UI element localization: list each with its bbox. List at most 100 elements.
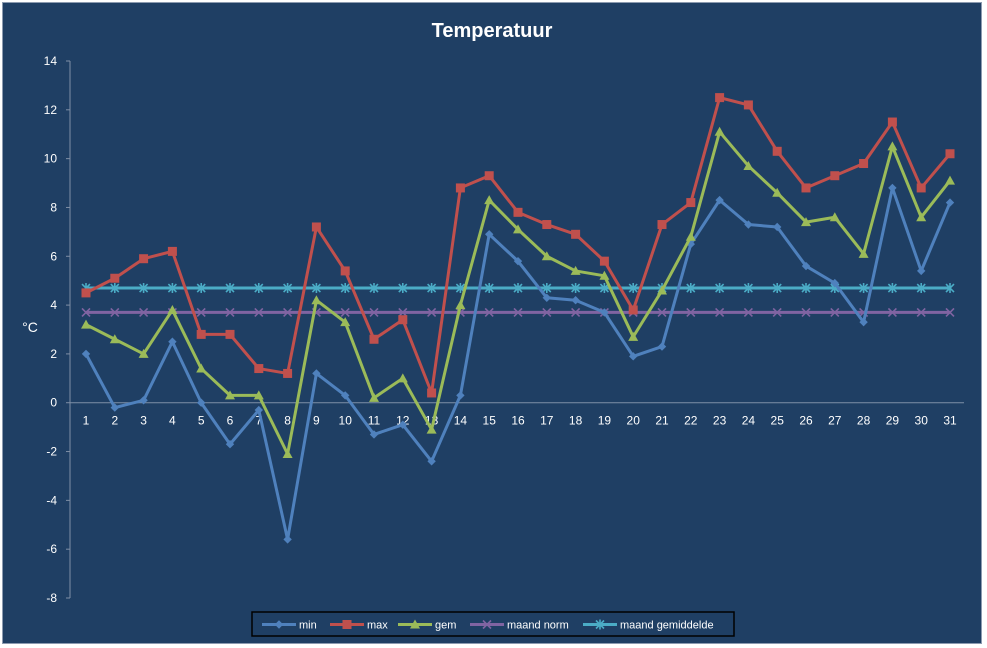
series-maand-gemiddelde — [81, 283, 955, 294]
data-point-gem — [109, 334, 120, 344]
data-point-gem — [81, 319, 91, 329]
data-point-min — [341, 391, 350, 400]
data-point-gem — [369, 392, 379, 402]
x-tick-label: 4 — [169, 414, 176, 428]
data-point-gem — [397, 373, 408, 383]
legend-marker-gem — [410, 619, 420, 629]
data-point-min — [888, 183, 897, 193]
legend: min max gem maand norm maand gemiddelde — [251, 611, 735, 637]
data-point-maand-gemiddelde — [167, 283, 177, 294]
data-point-min — [945, 198, 955, 207]
data-point-maand-norm — [398, 307, 408, 317]
data-point-max — [859, 159, 869, 169]
data-point-maand-gemiddelde — [945, 283, 955, 294]
data-point-max — [772, 146, 782, 156]
data-point-maand-gemiddelde — [254, 283, 264, 294]
data-point-max — [139, 254, 149, 264]
data-point-gem — [829, 212, 840, 222]
x-tick-label: 6 — [227, 414, 234, 428]
y-axis-title: °C — [22, 319, 38, 335]
data-point-max — [455, 183, 465, 193]
data-point-min — [427, 457, 436, 466]
data-point-max — [225, 329, 235, 339]
data-point-gem — [253, 390, 264, 400]
data-point-maand-norm — [542, 307, 552, 317]
data-point-maand-norm — [772, 307, 782, 317]
data-point-gem — [138, 348, 149, 358]
data-point-max — [542, 220, 552, 230]
data-point-min — [715, 195, 724, 205]
data-point-maand-norm — [340, 307, 350, 317]
data-point-maand-gemiddelde — [225, 283, 235, 294]
chart-title: Temperatuur — [432, 20, 553, 42]
data-point-max — [657, 220, 667, 230]
y-tick-label: 10 — [44, 152, 58, 166]
x-tick-label: 23 — [713, 414, 727, 428]
y-tick-label: -6 — [46, 542, 57, 556]
legend-label-max: max — [367, 620, 388, 632]
data-point-maand-norm — [830, 307, 840, 317]
data-point-min — [773, 222, 782, 232]
data-point-maand-norm — [887, 307, 897, 317]
x-tick-label: 15 — [483, 414, 497, 428]
y-tick-label: 2 — [50, 347, 57, 361]
data-point-maand-gemiddelde — [139, 283, 149, 294]
data-point-maand-norm — [657, 307, 667, 317]
data-point-min — [657, 342, 667, 351]
data-point-min — [744, 220, 753, 229]
data-point-maand-gemiddelde — [340, 283, 350, 294]
x-tick-label: 3 — [140, 414, 147, 428]
x-tick-label: 10 — [339, 414, 353, 428]
x-tick-label: 19 — [598, 414, 612, 428]
x-tick-label: 17 — [540, 414, 554, 428]
data-point-max — [830, 171, 840, 181]
data-point-maand-norm — [916, 307, 926, 317]
data-point-gem — [772, 187, 783, 197]
data-point-maand-norm — [427, 307, 437, 317]
data-point-max — [369, 334, 379, 344]
data-point-maand-gemiddelde — [887, 283, 897, 294]
x-tick-label: 11 — [368, 414, 381, 428]
data-point-maand-norm — [484, 307, 494, 317]
data-point-maand-gemiddelde — [916, 283, 926, 294]
data-point-gem — [916, 212, 927, 222]
data-point-maand-norm — [369, 307, 379, 317]
legend-marker-maand-gemiddelde — [595, 619, 605, 630]
data-point-min — [139, 396, 148, 405]
data-point-gem — [167, 304, 178, 314]
data-point-max — [340, 266, 350, 276]
data-point-maand-norm — [801, 307, 811, 317]
y-tick-label: 4 — [50, 298, 57, 312]
data-point-maand-norm — [196, 307, 206, 317]
data-point-max — [887, 117, 897, 127]
x-tick-label: 29 — [886, 414, 900, 428]
data-point-gem — [945, 175, 955, 185]
data-point-min — [801, 261, 811, 271]
y-tick-label: -4 — [46, 493, 57, 507]
data-point-maand-gemiddelde — [859, 283, 869, 294]
data-point-maand-gemiddelde — [686, 283, 696, 294]
data-point-maand-norm — [139, 307, 149, 317]
series-line-max — [85, 96, 952, 395]
data-point-gem — [225, 390, 235, 400]
data-point-max — [686, 198, 696, 208]
data-point-gem — [570, 265, 581, 275]
data-point-min — [859, 317, 868, 327]
data-point-max — [81, 288, 91, 298]
data-point-max — [628, 305, 638, 315]
data-point-gem — [801, 217, 811, 227]
data-point-maand-gemiddelde — [571, 283, 581, 294]
y-tick-label: -2 — [46, 445, 57, 459]
data-point-gem — [311, 295, 322, 305]
data-point-maand-norm — [254, 307, 264, 317]
data-point-maand-gemiddelde — [542, 283, 552, 294]
legend-marker-min — [274, 620, 284, 629]
data-point-min — [513, 256, 523, 266]
data-point-max — [196, 329, 206, 339]
x-tick-label: 1 — [83, 414, 90, 428]
data-point-gem — [657, 285, 667, 295]
data-point-min — [197, 398, 206, 407]
x-tick-label: 7 — [255, 414, 262, 428]
data-point-min — [254, 405, 263, 415]
y-tick-label: 0 — [50, 396, 57, 410]
